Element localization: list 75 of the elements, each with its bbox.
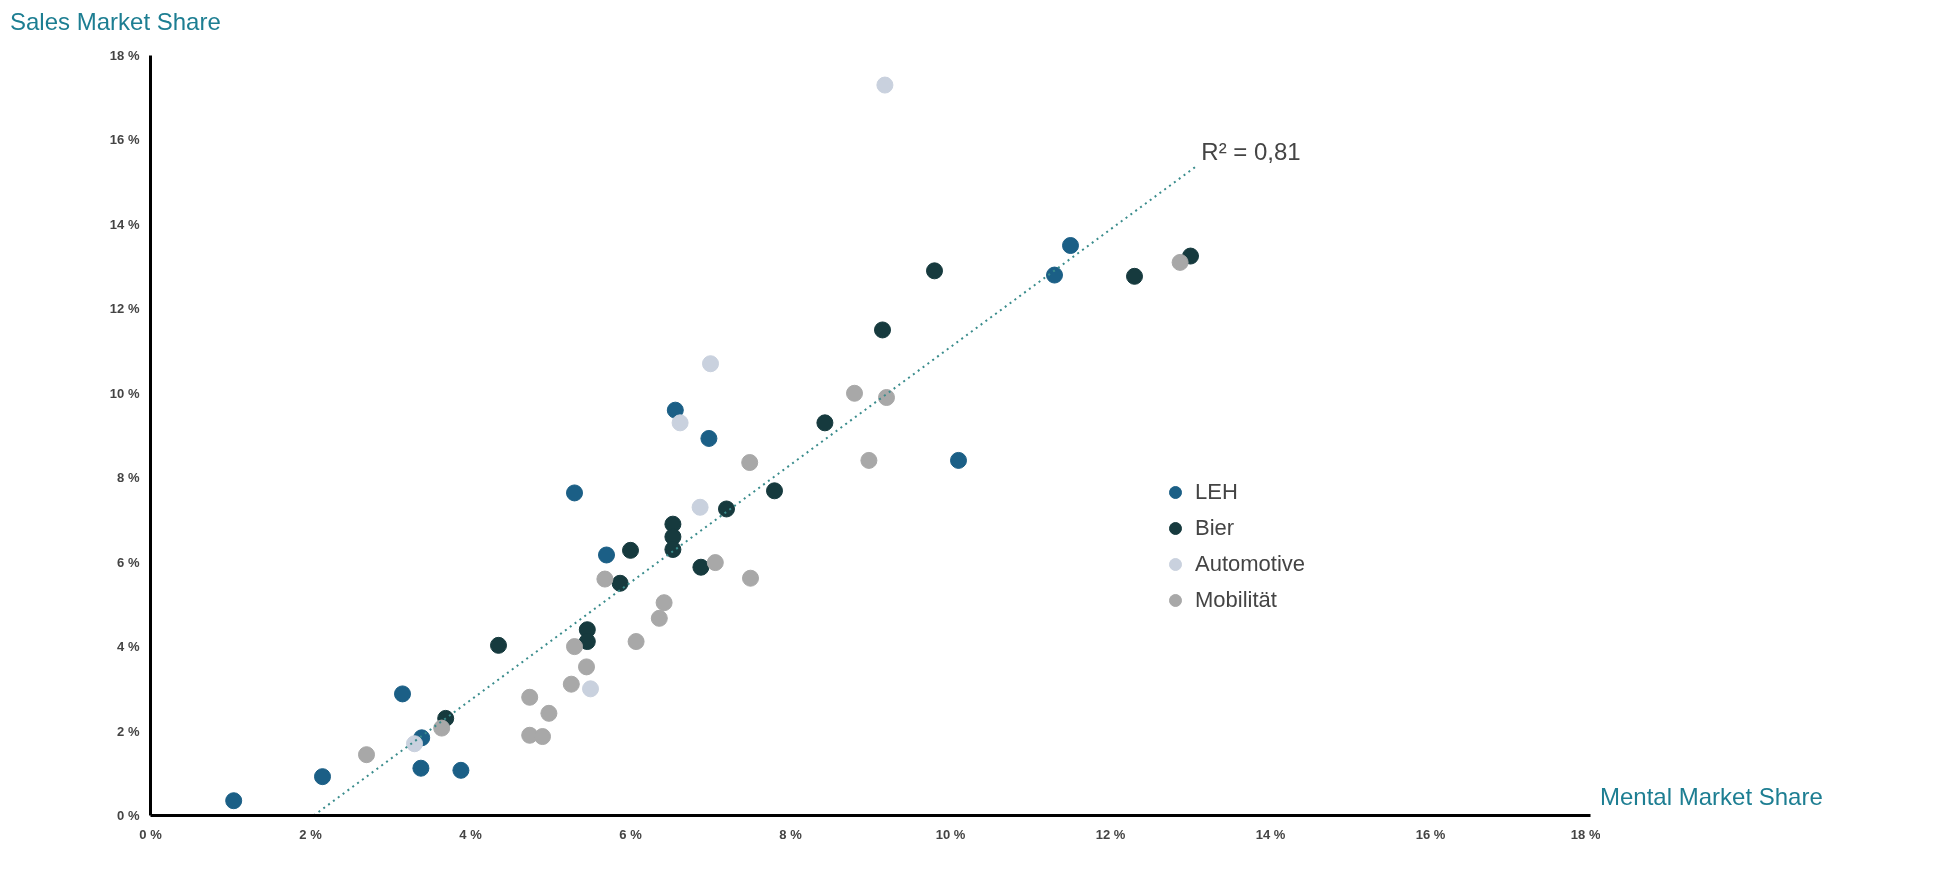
x-tick-label: 4 % — [459, 826, 483, 842]
point — [314, 768, 331, 786]
point — [582, 680, 599, 698]
point — [664, 541, 682, 558]
point — [566, 484, 583, 502]
point — [702, 355, 719, 373]
point — [578, 658, 595, 676]
point — [860, 451, 878, 469]
point — [691, 498, 709, 516]
x-tick-label: 10 % — [935, 826, 966, 842]
y-tick-label: 2 % — [117, 723, 140, 739]
point — [950, 451, 967, 469]
point — [1046, 266, 1063, 284]
legend-label: Automotive — [1195, 551, 1306, 577]
point — [706, 554, 724, 572]
y-tick-label: 8 % — [117, 470, 140, 486]
point — [666, 401, 684, 419]
point — [562, 675, 580, 693]
point — [394, 685, 411, 703]
point — [611, 574, 629, 592]
y-tick-label: 18 % — [109, 48, 140, 63]
point — [540, 704, 558, 722]
x-tick-label: 12 % — [1095, 826, 1126, 842]
point — [876, 76, 894, 94]
point — [1126, 267, 1143, 285]
point — [816, 414, 834, 432]
y-tick-label: 12 % — [109, 301, 140, 317]
x-tick-label: 0 % — [139, 826, 163, 842]
point — [718, 500, 735, 518]
point — [742, 569, 759, 587]
point — [490, 636, 507, 654]
legend-label: LEH — [1195, 479, 1238, 505]
point — [433, 719, 451, 737]
x-tick-label: 16 % — [1415, 826, 1446, 842]
point — [412, 759, 430, 777]
point — [655, 594, 673, 612]
x-tick-label: 14 % — [1255, 826, 1286, 842]
point — [521, 688, 539, 706]
x-tick-label: 8 % — [779, 826, 803, 842]
y-tick-label: 14 % — [109, 216, 140, 232]
point — [700, 429, 718, 447]
y-tick-label: 6 % — [117, 554, 140, 570]
annotation: R² = 0,81 — [1201, 137, 1301, 165]
point — [406, 735, 423, 753]
point — [692, 558, 710, 576]
point — [627, 633, 645, 651]
point — [766, 482, 783, 500]
point — [878, 389, 895, 406]
point — [566, 638, 583, 656]
x-tick-label: 18 % — [1570, 826, 1601, 842]
x-axis-title: Mental Market Share — [1600, 783, 1823, 810]
point — [225, 792, 243, 810]
legend-label: Bier — [1195, 515, 1235, 541]
x-tick-label: 2 % — [299, 826, 323, 842]
point — [741, 454, 759, 472]
y-tick-label: 0 % — [117, 808, 140, 823]
point — [452, 761, 470, 779]
point — [926, 262, 943, 280]
point — [596, 570, 614, 588]
point — [534, 728, 551, 746]
point — [846, 384, 863, 402]
point — [1062, 237, 1079, 254]
y-tick-label: 10 % — [109, 385, 140, 401]
x-tick-label: 6 % — [619, 826, 643, 842]
point — [874, 321, 891, 339]
point — [598, 546, 615, 564]
point — [622, 541, 639, 559]
legend-label: Mobilität — [1195, 587, 1277, 613]
y-axis-title: Sales Market Share — [10, 8, 221, 35]
y-tick-label: 4 % — [117, 639, 140, 655]
point — [650, 609, 668, 627]
point — [358, 746, 375, 764]
point — [1171, 253, 1189, 271]
point — [671, 414, 689, 432]
y-tick-label: 16 % — [109, 132, 140, 148]
